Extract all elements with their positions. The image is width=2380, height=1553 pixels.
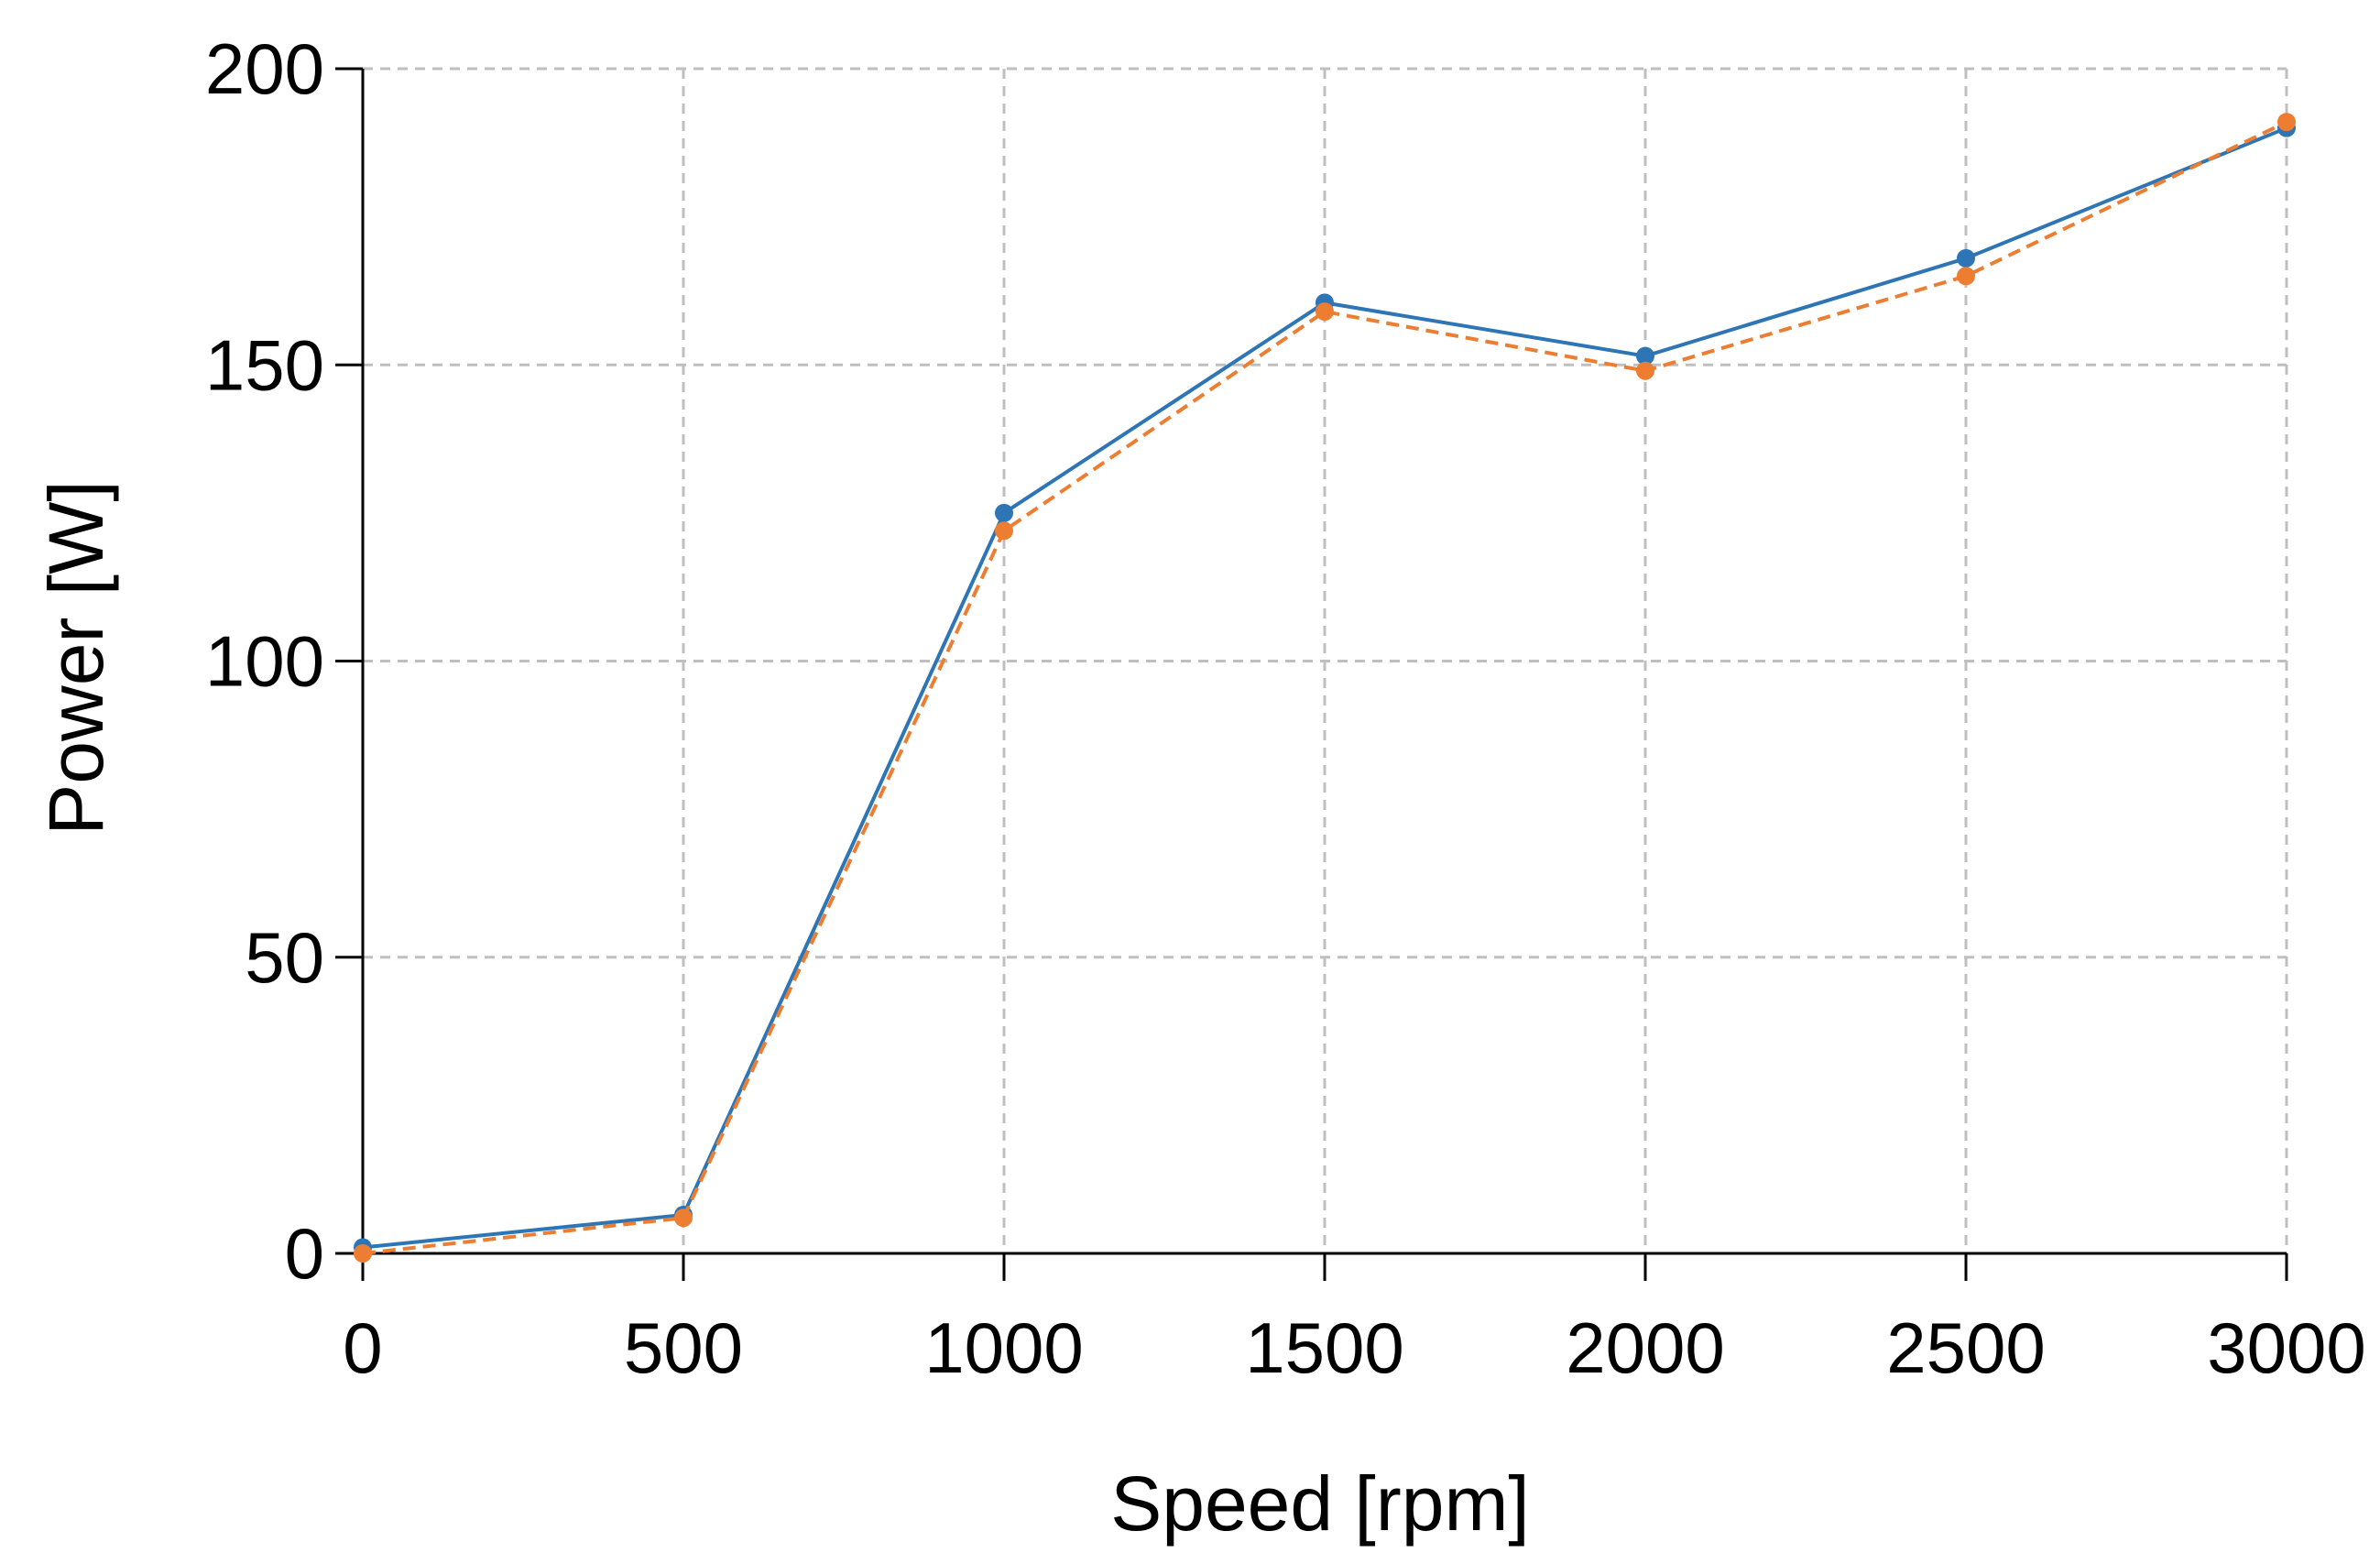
- y-tick-label: 0: [285, 1213, 324, 1294]
- series-2-point: [2277, 113, 2296, 132]
- series-1-point: [1636, 346, 1654, 366]
- x-tick-label: 2500: [1886, 1307, 2046, 1388]
- series-2-point: [354, 1244, 372, 1263]
- x-tick-label: 2000: [1566, 1307, 1725, 1388]
- series-1-point: [995, 503, 1013, 522]
- x-tick-label: 1000: [924, 1307, 1084, 1388]
- grid-lines: [363, 67, 2288, 1253]
- series-2-point: [1636, 361, 1654, 380]
- y-axis-title: Power [W]: [33, 480, 119, 835]
- x-axis-title: Speed [rpm]: [1110, 1460, 1530, 1547]
- series-2: [354, 113, 2296, 1263]
- series-2-point: [995, 521, 1013, 541]
- y-tick-label: 200: [205, 28, 324, 109]
- y-tick-label: 150: [205, 324, 324, 405]
- y-tick-label: 50: [245, 917, 324, 998]
- series-2-point: [1316, 302, 1334, 322]
- x-tick-label: 3000: [2207, 1307, 2366, 1388]
- series-2-point: [1957, 267, 1975, 286]
- axes: [335, 67, 2288, 1281]
- x-tick-label: 500: [624, 1307, 743, 1388]
- y-tick-label: 100: [205, 621, 324, 702]
- series-2-point: [674, 1208, 693, 1228]
- x-tick-label: 0: [343, 1307, 382, 1388]
- x-tick-label: 1500: [1245, 1307, 1404, 1388]
- data-series: [354, 113, 2296, 1263]
- series-1-point: [1957, 248, 1975, 268]
